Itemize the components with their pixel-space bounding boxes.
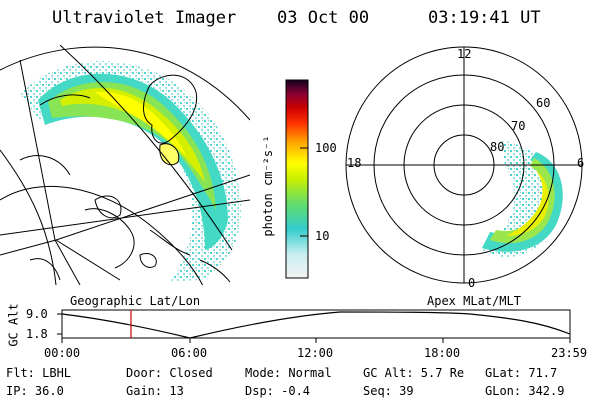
colorbar-tick-100: 100 — [315, 141, 337, 155]
lat-label-60: 60 — [536, 96, 551, 110]
xtick-1800: 18:00 — [424, 346, 461, 360]
altitude-ytick-9: 9.0 — [26, 307, 48, 321]
altitude-plot — [57, 309, 571, 343]
left-panel-caption: Geographic Lat/Lon — [70, 294, 201, 308]
seq-status: Seq: 39 — [363, 384, 414, 398]
mlt-label-12: 12 — [457, 47, 472, 61]
polar-dial-panel — [345, 46, 583, 284]
xtick-0000: 00:00 — [44, 346, 81, 360]
xtick-2359: 23:59 — [551, 346, 588, 360]
mlt-label-0: 0 — [468, 276, 476, 290]
mlt-label-18: 18 — [347, 156, 362, 170]
altitude-ytick-1-8: 1.8 — [26, 327, 48, 341]
lat-label-80: 80 — [490, 140, 505, 154]
xtick-1200: 12:00 — [297, 346, 334, 360]
mode-status: Mode: Normal — [245, 366, 332, 380]
gain-status: Gain: 13 — [126, 384, 184, 398]
door-status: Door: Closed — [126, 366, 213, 380]
time-label: 03:19:41 UT — [428, 8, 541, 28]
right-panel-caption: Apex MLat/MLT — [427, 294, 521, 308]
glat-status: GLat: 71.7 — [485, 366, 558, 380]
colorbar-label: photon cm⁻²s⁻¹ — [261, 135, 275, 237]
dsp-status: Dsp: -0.4 — [245, 384, 311, 398]
altitude-ylabel: GC Alt — [6, 303, 21, 347]
filter-status: Flt: LBHL — [6, 366, 72, 380]
colorbar — [285, 79, 309, 279]
geographic-map-panel — [0, 45, 250, 285]
glon-status: GLon: 342.9 — [485, 384, 565, 398]
xtick-0600: 06:00 — [171, 346, 208, 360]
lat-label-70: 70 — [511, 119, 526, 133]
ip-status: IP: 36.0 — [6, 384, 64, 398]
instrument-title: Ultraviolet Imager — [52, 8, 237, 28]
mlt-label-6: 6 — [577, 156, 585, 170]
date-label: 03 Oct 00 — [277, 8, 370, 28]
colorbar-tick-10: 10 — [315, 229, 330, 243]
gc-alt-status: GC Alt: 5.7 Re — [363, 366, 465, 380]
